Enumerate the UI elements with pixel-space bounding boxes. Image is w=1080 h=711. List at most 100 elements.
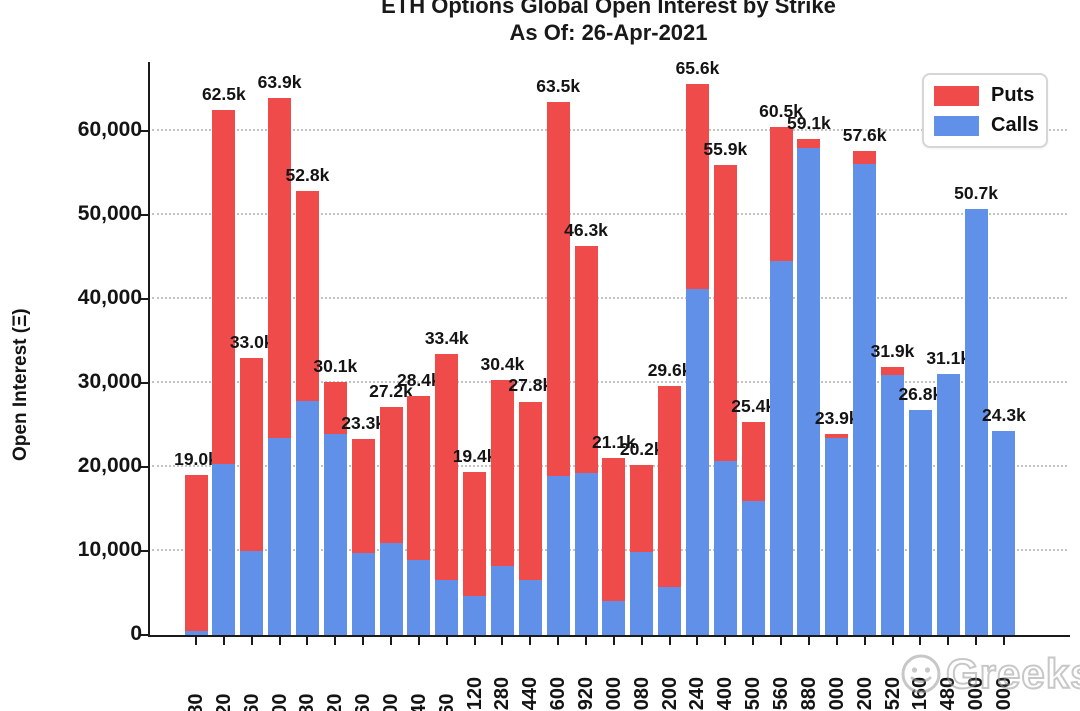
bar-total-label: 33.0k [229, 331, 274, 352]
x-axis-tick-label: $3,000 [825, 676, 848, 711]
x-axis-tick [222, 637, 225, 645]
bar-stack-$1,600 [546, 101, 570, 635]
x-axis-tick [417, 637, 420, 645]
bar-stack-$400 [268, 98, 292, 635]
bar-segment-calls [853, 163, 877, 635]
bar-total-label: 19.4k [452, 446, 497, 467]
bar-segment-puts [546, 101, 570, 477]
bar-segment-calls [825, 438, 849, 635]
bar-segment-puts [212, 110, 236, 465]
bar-segment-puts [713, 165, 737, 462]
bar-segment-puts [741, 421, 765, 501]
x-axis-tick-label: $640 [407, 648, 431, 711]
x-axis-tick [334, 637, 337, 645]
gridline [152, 381, 1067, 383]
x-axis-tick [362, 637, 365, 645]
legend-label: Calls [991, 114, 1039, 136]
bar-total-label: 30.1k [313, 356, 358, 377]
x-axis-tick-label: $2,240 [686, 676, 709, 711]
bar-segment-calls [908, 409, 932, 635]
bar-segment-calls [797, 147, 821, 635]
legend-label: Puts [991, 84, 1035, 106]
bar-stack-$520 [323, 382, 347, 635]
bar-stack-$4,160 [908, 409, 932, 635]
gridline [152, 213, 1067, 215]
bar-segment-puts [881, 367, 904, 376]
x-axis-tick-label: $1,440 [519, 676, 542, 711]
x-axis-tick [473, 637, 476, 645]
bar-total-label: 63.5k [536, 75, 581, 96]
bar-segment-calls [323, 434, 347, 635]
bar-segment-puts [630, 465, 654, 552]
bar-segment-calls [574, 472, 598, 635]
x-axis-tick-label: $520 [323, 648, 347, 711]
bar-total-label: 25.4k [731, 395, 776, 416]
bar-segment-calls [769, 261, 793, 635]
bar-total-label: 28.4k [396, 370, 441, 391]
bar-segment-puts [463, 472, 487, 597]
bar-stack-$1,440 [518, 401, 542, 635]
x-axis-tick [835, 637, 838, 645]
x-axis-tick [612, 637, 615, 645]
x-axis-tick-label: $560 [351, 648, 375, 711]
bar-segment-calls [518, 580, 542, 635]
legend-item-puts: Puts [934, 84, 1036, 107]
bar-total-label: 27.2k [369, 380, 413, 401]
bar-segment-calls [964, 209, 988, 635]
bar-total-label: 26.8k [898, 383, 943, 404]
chart-title: ETH Options Global Open Interest by Stri… [381, 0, 836, 18]
bar-segment-calls [184, 630, 208, 635]
bar-segment-puts [602, 457, 626, 602]
bar-segment-puts [323, 382, 347, 435]
x-axis-tick [919, 637, 922, 645]
x-axis-tick [668, 637, 671, 645]
bar-stack-$320 [212, 110, 236, 635]
x-axis-tick [529, 637, 532, 645]
bar-segment-calls [936, 373, 960, 635]
bar-stack-$3,520 [881, 367, 904, 635]
bar-total-label: 59.1k [787, 112, 831, 133]
bar-stack-$4,480 [936, 373, 960, 635]
bar-stack-$640 [407, 396, 431, 635]
bar-segment-puts [518, 401, 542, 581]
x-axis-tick [975, 637, 978, 645]
x-axis-tick-label: $280 [184, 648, 208, 711]
x-axis-tick-label: $2,200 [658, 676, 681, 711]
bar-segment-puts [435, 354, 459, 581]
bar-total-label: 21.1k [591, 431, 636, 452]
bar-segment-calls [268, 438, 292, 635]
bar-segment-puts [658, 386, 682, 588]
bar-total-label: 33.4k [424, 328, 469, 349]
x-axis-tick-label: $2,400 [714, 676, 737, 711]
x-axis-tick-label: $1,600 [547, 676, 570, 711]
bar-total-label: 46.3k [564, 220, 608, 241]
legend-item-calls: Calls [934, 114, 1039, 137]
bar-segment-calls [658, 587, 682, 635]
x-axis-tick [752, 637, 755, 645]
x-axis-tick [585, 637, 588, 645]
bar-total-label: 60.5k [759, 100, 803, 121]
bar-total-label: 27.8k [508, 375, 553, 396]
x-axis-tick-label: $2,560 [770, 676, 793, 711]
bar-segment-calls [630, 551, 654, 635]
bar-segment-calls [992, 430, 1016, 635]
bar-segment-calls [490, 566, 514, 635]
x-axis-line [148, 635, 1070, 637]
y-axis-line [148, 62, 150, 635]
x-axis-tick [445, 637, 448, 645]
bar-stack-$2,500 [741, 421, 765, 635]
plot-area: 19.0k 62.5k 33.0k 63.9k 52.8k 30.1k 23.3k 27.2k… [150, 58, 1067, 635]
bar-total-label: 62.5k [201, 84, 246, 104]
x-axis-tick [947, 637, 950, 645]
x-axis-tick-label: $8,000 [992, 676, 1015, 711]
bar-total-label: 52.8k [285, 165, 330, 186]
bar-segment-calls [295, 401, 319, 635]
x-axis-tick-label: $1,920 [575, 676, 598, 711]
y-axis-label: Open Interest (Ξ) [10, 308, 31, 462]
bar-stack-$3,200 [853, 151, 877, 635]
y-axis-tick-label: 20,000 [77, 454, 142, 477]
y-axis-tick [140, 130, 149, 132]
bar-segment-puts [853, 151, 877, 164]
x-axis-tick-label: $1,120 [463, 676, 486, 711]
